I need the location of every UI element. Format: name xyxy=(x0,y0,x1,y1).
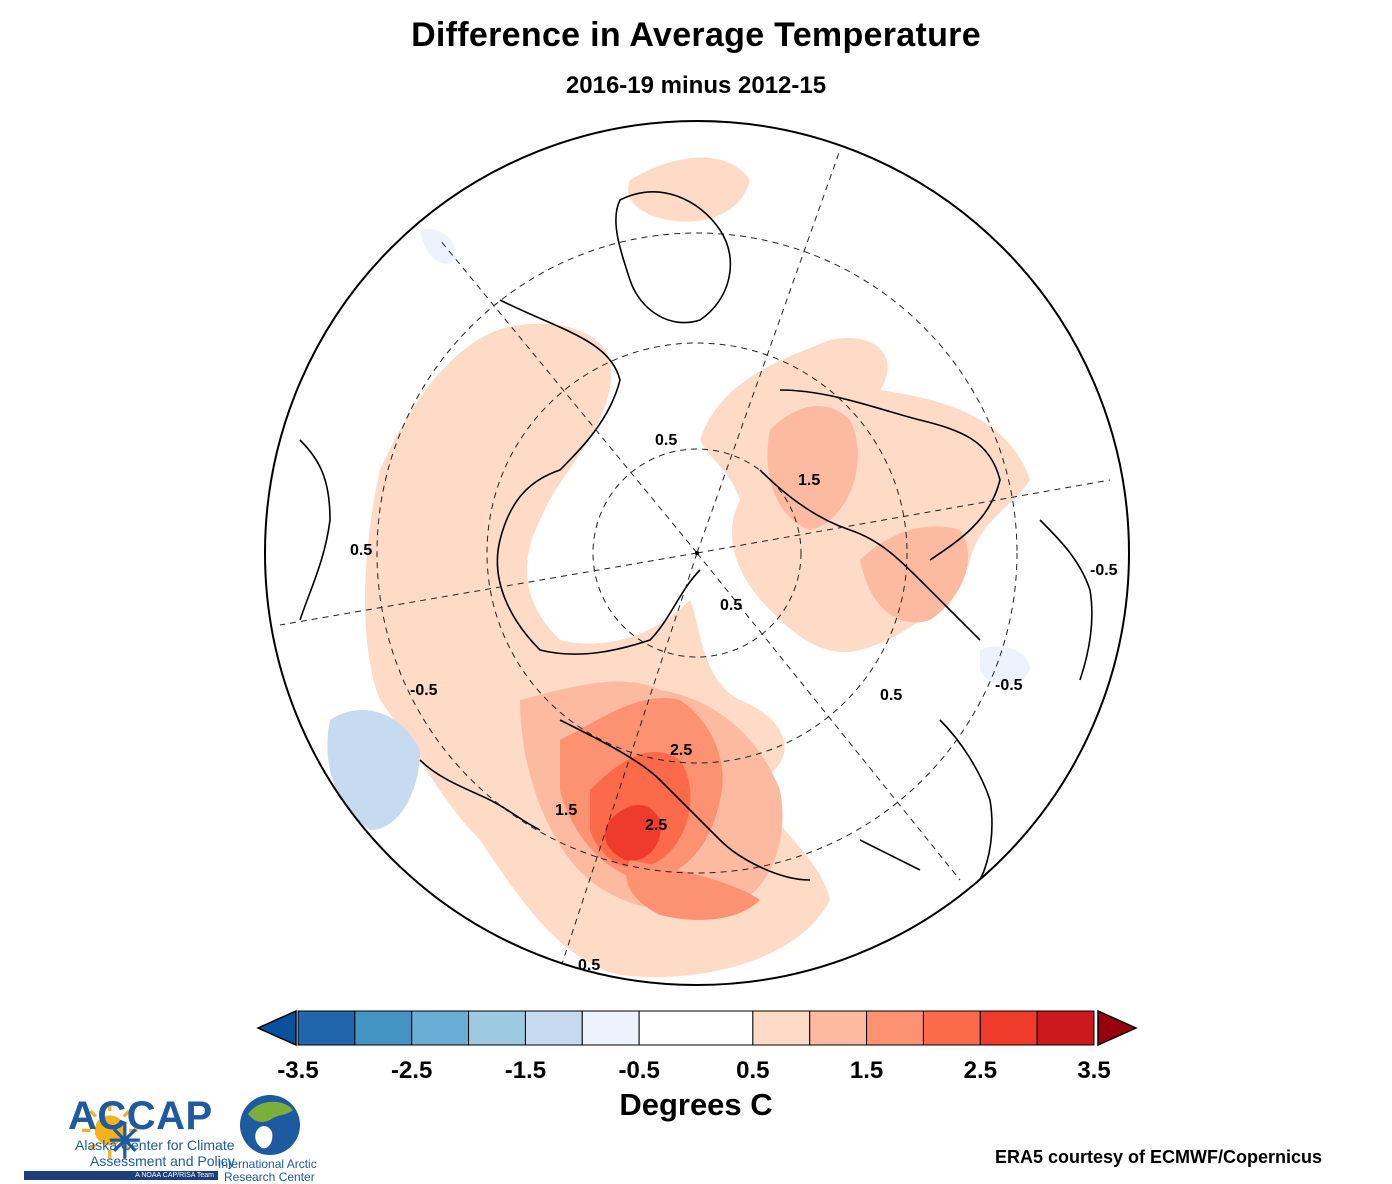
accap-line2: Assessment and Policy xyxy=(90,1153,235,1169)
data-credit: ERA5 courtesy of ECMWF/Copernicus xyxy=(994,1147,1322,1167)
colorbar-tick-label: -3.5 xyxy=(277,1057,318,1084)
contour-label: 0.5 xyxy=(655,432,677,449)
contour-label: 1.5 xyxy=(798,472,820,489)
colorbar-tick-labels: -3.5 -2.5 -1.5 -0.5 0.5 1.5 2.5 3.5 xyxy=(277,1057,1110,1084)
colorbar-tick-label: -0.5 xyxy=(618,1057,659,1084)
polar-map: 0.5 0.5 0.5 0.5 0.5 -0.5 -0.5 -0.5 1.5 1… xyxy=(264,120,1130,986)
contour-label: -0.5 xyxy=(410,682,438,699)
colorbar-cell xyxy=(581,1010,640,1046)
colorbar-cell xyxy=(524,1010,583,1046)
anomaly-region-northsea xyxy=(626,860,760,920)
contour-label: 2.5 xyxy=(645,817,667,834)
colorbar-tick-label: 2.5 xyxy=(964,1057,997,1084)
colorbar-cell xyxy=(922,1010,981,1046)
colorbar-tick-label: -1.5 xyxy=(505,1057,546,1084)
anomaly-region-arctic-ocean-north xyxy=(628,157,750,222)
chart-subtitle: 2016-19 minus 2012-15 xyxy=(565,72,827,99)
colorbar-cell xyxy=(866,1010,924,1046)
anomaly-region-cold-pacific xyxy=(327,710,420,830)
chart-title: Difference in Average Temperature xyxy=(411,16,981,54)
map-boundary xyxy=(264,120,1130,986)
accap-name: ACCAP xyxy=(68,1094,213,1138)
contour-label: 0.5 xyxy=(720,597,742,614)
anomaly-region-greenland xyxy=(767,406,858,530)
colorbar-cell xyxy=(297,1010,356,1046)
colorbar-cell xyxy=(354,1010,413,1046)
colorbar-tick-label: 3.5 xyxy=(1077,1057,1110,1084)
colorbar-cell xyxy=(752,1010,811,1046)
accap-logo xyxy=(81,1102,140,1159)
contour-label: 0.5 xyxy=(350,542,372,559)
colorbar-cell xyxy=(468,1010,526,1046)
colorbar-cell xyxy=(809,1010,868,1046)
colorbar-cell xyxy=(638,1010,754,1046)
colorbar-tick-label: 0.5 xyxy=(736,1057,769,1084)
iarc-line2: Research Center xyxy=(224,1170,315,1184)
colorbar: -3.5 -2.5 -1.5 -0.5 0.5 1.5 2.5 3.5 xyxy=(256,1009,1138,1084)
contour-label: 0.5 xyxy=(880,687,902,704)
colorbar-cells xyxy=(297,1010,1095,1046)
colorbar-over-arrow xyxy=(1097,1009,1138,1047)
colorbar-cell xyxy=(979,1010,1038,1046)
accap-tagline: A NOAA CAP/RISA Team xyxy=(24,1171,218,1180)
iarc-globe-icon xyxy=(240,1095,300,1155)
contour-label: -0.5 xyxy=(995,677,1023,694)
colorbar-units-label: Degrees C xyxy=(619,1087,773,1122)
iarc-line1: International Arctic xyxy=(218,1157,317,1171)
colorbar-under-arrow xyxy=(256,1009,297,1047)
graticule xyxy=(279,149,1111,971)
snowflake-icon xyxy=(109,1121,140,1159)
anomaly-region-cold-northpacific xyxy=(420,229,456,264)
colorbar-cell xyxy=(411,1010,470,1046)
contour-label: 1.5 xyxy=(555,802,577,819)
colorbar-tick-label: -2.5 xyxy=(391,1057,432,1084)
colorbar-tick-label: 1.5 xyxy=(850,1057,883,1084)
contour-label: -0.5 xyxy=(1090,562,1118,579)
coastlines xyxy=(299,191,1093,881)
colorbar-cell xyxy=(1036,1010,1095,1046)
accap-line1: Alaska Center for Climate xyxy=(75,1137,235,1153)
contour-label: 2.5 xyxy=(670,742,692,759)
anomaly-region-siberia-hot xyxy=(605,805,661,861)
